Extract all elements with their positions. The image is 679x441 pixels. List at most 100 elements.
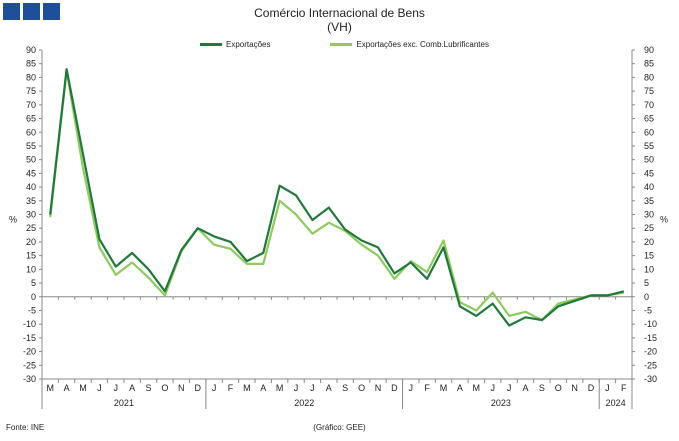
x-tick-label: D bbox=[391, 383, 398, 393]
series-line-1 bbox=[49, 68, 625, 327]
y-tick-label-right: -10 bbox=[644, 319, 657, 329]
y-tick-label-right: 20 bbox=[644, 237, 654, 247]
x-tick-label: O bbox=[555, 383, 562, 393]
chart-subtitle: (VH) bbox=[327, 20, 352, 34]
x-tick-label: F bbox=[228, 383, 234, 393]
y-tick-label-right: 10 bbox=[644, 264, 654, 274]
y-tick-label-left: -20 bbox=[23, 347, 36, 357]
credit-note: (Gráfico: GEE) bbox=[313, 423, 366, 432]
y-tick-label-right: -5 bbox=[644, 305, 652, 315]
chart-legend: Exportações Exportações exc. Comb.Lubrif… bbox=[200, 40, 549, 49]
x-tick-label: J bbox=[409, 383, 414, 393]
x-tick-label: F bbox=[621, 383, 627, 393]
x-tick-label: O bbox=[358, 383, 365, 393]
y-tick-label-left: -25 bbox=[23, 360, 36, 370]
x-tick-label: M bbox=[243, 383, 251, 393]
x-tick-label: F bbox=[424, 383, 430, 393]
x-tick-label: S bbox=[146, 383, 152, 393]
y-tick-label-right: 70 bbox=[644, 100, 654, 110]
y-tick-label-left: 75 bbox=[26, 86, 36, 96]
x-tick-label: O bbox=[161, 383, 168, 393]
series-line-2 bbox=[49, 69, 624, 322]
legend-item-series-1: Exportações bbox=[200, 40, 270, 49]
legend-label-series-1: Exportações bbox=[226, 40, 271, 49]
y-tick-label-right: 25 bbox=[644, 223, 654, 233]
y-tick-label-left: 20 bbox=[26, 237, 36, 247]
x-tick-label: M bbox=[276, 383, 284, 393]
y-tick-label-right: -20 bbox=[644, 347, 657, 357]
source-note: Fonte: INE bbox=[6, 423, 45, 432]
x-tick-label: A bbox=[522, 383, 528, 393]
legend-swatch-series-1 bbox=[200, 43, 222, 46]
y-tick-label-left: 30 bbox=[26, 210, 36, 220]
y-tick-label-right: 35 bbox=[644, 196, 654, 206]
y-tick-label-left: 10 bbox=[26, 264, 36, 274]
y-axis-label-left: % bbox=[9, 215, 17, 225]
y-tick-label-right: 75 bbox=[644, 86, 654, 96]
y-tick-label-right: -25 bbox=[644, 360, 657, 370]
logo-block bbox=[23, 3, 40, 20]
legend-label-series-2: Exportações exc. Comb.Lubrificantes bbox=[356, 40, 489, 49]
y-tick-label-left: 70 bbox=[26, 100, 36, 110]
x-tick-label: S bbox=[539, 383, 545, 393]
year-label: 2022 bbox=[294, 398, 314, 408]
x-tick-label: S bbox=[342, 383, 348, 393]
logo-block bbox=[43, 3, 60, 20]
y-tick-label-left: 25 bbox=[26, 223, 36, 233]
x-tick-label: J bbox=[507, 383, 512, 393]
year-label: 2024 bbox=[606, 398, 626, 408]
x-tick-label: J bbox=[605, 383, 610, 393]
y-tick-label-left: -15 bbox=[23, 333, 36, 343]
y-tick-label-left: 90 bbox=[26, 45, 36, 55]
y-tick-label-left: -5 bbox=[28, 305, 36, 315]
x-tick-label: N bbox=[375, 383, 382, 393]
y-tick-label-right: 40 bbox=[644, 182, 654, 192]
chart-title: Comércio Internacional de Bens bbox=[254, 6, 425, 20]
x-tick-label: M bbox=[473, 383, 481, 393]
year-label: 2023 bbox=[491, 398, 511, 408]
y-tick-label-right: -30 bbox=[644, 374, 657, 384]
y-tick-label-left: 85 bbox=[26, 59, 36, 69]
x-tick-label: D bbox=[588, 383, 595, 393]
y-axis-label-right: % bbox=[660, 215, 668, 225]
y-tick-label-left: 35 bbox=[26, 196, 36, 206]
y-tick-label-right: 85 bbox=[644, 59, 654, 69]
x-tick-label: J bbox=[310, 383, 315, 393]
x-tick-label: N bbox=[178, 383, 185, 393]
y-tick-label-right: 0 bbox=[644, 292, 649, 302]
x-tick-label: A bbox=[64, 383, 70, 393]
y-tick-label-right: 60 bbox=[644, 127, 654, 137]
y-tick-label-left: 65 bbox=[26, 114, 36, 124]
y-tick-label-right: 90 bbox=[644, 45, 654, 55]
y-tick-label-right: 55 bbox=[644, 141, 654, 151]
x-tick-label: A bbox=[129, 383, 135, 393]
y-tick-label-left: 0 bbox=[31, 292, 36, 302]
y-tick-label-left: 55 bbox=[26, 141, 36, 151]
legend-swatch-series-2 bbox=[330, 43, 353, 46]
y-tick-label-right: -15 bbox=[644, 333, 657, 343]
x-tick-label: J bbox=[490, 383, 495, 393]
x-tick-label: A bbox=[260, 383, 266, 393]
x-tick-label: J bbox=[97, 383, 102, 393]
x-tick-label: M bbox=[79, 383, 87, 393]
y-tick-label-right: 50 bbox=[644, 155, 654, 165]
y-tick-label-left: 60 bbox=[26, 127, 36, 137]
legend-item-series-2: Exportações exc. Comb.Lubrificantes bbox=[330, 40, 489, 49]
x-tick-label: M bbox=[46, 383, 54, 393]
year-label: 2021 bbox=[114, 398, 134, 408]
x-tick-label: J bbox=[114, 383, 119, 393]
y-tick-label-right: 30 bbox=[644, 210, 654, 220]
y-tick-label-left: -10 bbox=[23, 319, 36, 329]
x-tick-label: J bbox=[294, 383, 299, 393]
x-tick-label: D bbox=[194, 383, 201, 393]
y-tick-label-left: -30 bbox=[23, 374, 36, 384]
y-tick-label-right: 65 bbox=[644, 114, 654, 124]
x-tick-label: A bbox=[457, 383, 463, 393]
y-tick-label-right: 5 bbox=[644, 278, 649, 288]
y-tick-label-left: 15 bbox=[26, 251, 36, 261]
y-tick-label-left: 80 bbox=[26, 72, 36, 82]
y-tick-label-right: 15 bbox=[644, 251, 654, 261]
y-tick-label-right: 45 bbox=[644, 168, 654, 178]
y-tick-label-left: 45 bbox=[26, 168, 36, 178]
